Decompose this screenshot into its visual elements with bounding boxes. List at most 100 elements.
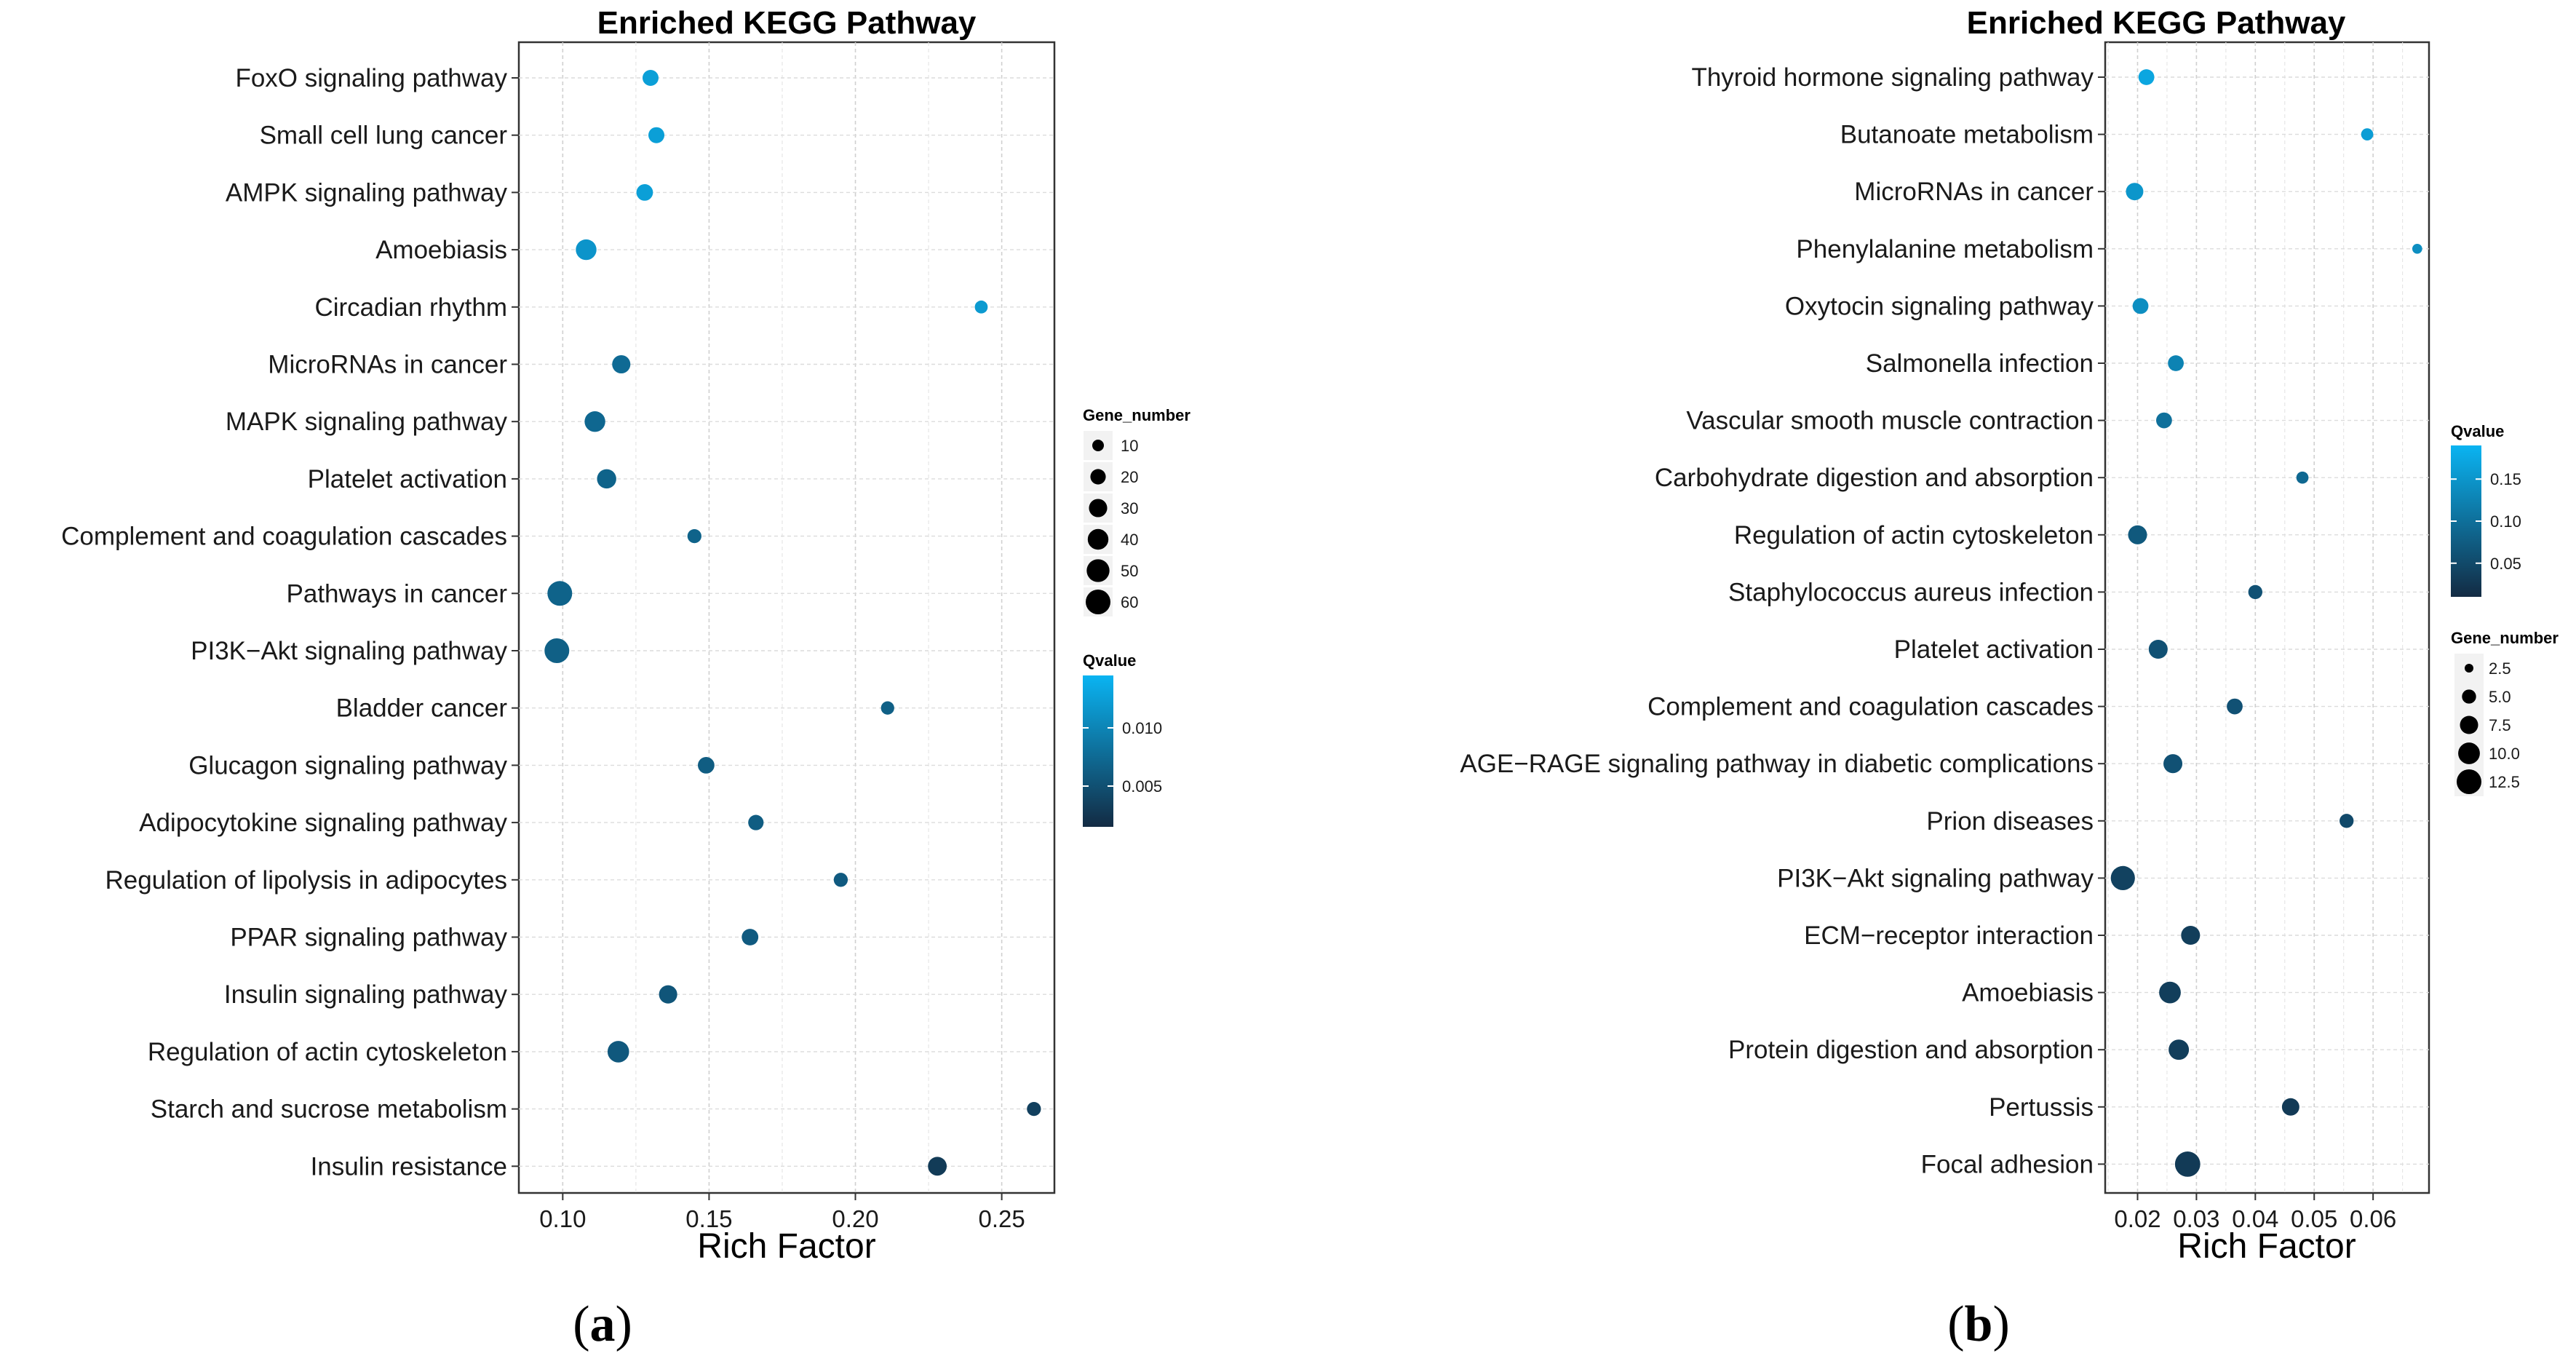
data-point: [880, 701, 894, 715]
category-label: Pathways in cancer: [287, 579, 508, 608]
x-tick-label: 0.15: [685, 1205, 732, 1232]
data-point: [742, 929, 759, 945]
category-label: Butanoate metabolism: [1840, 121, 2094, 149]
size-legend-label: 12.5: [2489, 773, 2520, 791]
color-legend-label: 0.05: [2490, 555, 2521, 573]
chart-title: Enriched KEGG Pathway: [597, 5, 977, 41]
category-label: Regulation of actin cytoskeleton: [1734, 521, 2094, 550]
size-legend-label: 40: [1121, 531, 1138, 549]
x-tick-label: 0.02: [2114, 1205, 2160, 1232]
color-legend-label: 0.005: [1122, 777, 1162, 796]
data-point: [544, 638, 570, 663]
chart-title: Enriched KEGG Pathway: [1967, 5, 2346, 41]
category-label: PPAR signaling pathway: [230, 924, 507, 952]
data-point: [659, 985, 677, 1004]
category-label: Salmonella infection: [1866, 349, 2094, 378]
category-label: Starch and sucrose metabolism: [151, 1095, 507, 1124]
data-point: [2168, 355, 2184, 371]
x-axis-label: Rich Factor: [697, 1227, 875, 1266]
data-point: [2138, 69, 2155, 85]
size-legend-label: 2.5: [2489, 659, 2511, 678]
color-legend-label: 0.15: [2490, 470, 2521, 488]
category-label: AMPK signaling pathway: [226, 178, 508, 207]
category-label: Platelet activation: [1894, 635, 2094, 664]
x-tick-label: 0.06: [2350, 1205, 2396, 1232]
data-point: [2174, 1151, 2201, 1177]
category-label: Thyroid hormone signaling pathway: [1691, 63, 2094, 92]
panel-letter: a: [590, 1296, 616, 1352]
x-tick-label: 0.04: [2232, 1205, 2278, 1232]
data-point: [2296, 471, 2309, 484]
x-tick-label: 0.10: [539, 1205, 586, 1232]
y-axis-categories: FoxO signaling pathway Small cell lung ca…: [61, 64, 507, 1181]
plot-area: [2104, 41, 2430, 1194]
category-label: Bladder cancer: [336, 694, 508, 723]
size-legend-dot: [2462, 689, 2476, 704]
category-label: Oxytocin signaling pathway: [1785, 292, 2094, 320]
size-legend-label: 30: [1121, 499, 1138, 518]
color-legend-label: 0.010: [1122, 719, 1162, 737]
data-point: [748, 814, 764, 830]
data-point: [1027, 1101, 1041, 1117]
category-label: PI3K−Akt signaling pathway: [1777, 864, 2094, 892]
chart-panel-a: Enriched KEGG Pathway FoxO signaling pat…: [61, 5, 1190, 1352]
category-label: Carbohydrate digestion and absorption: [1655, 464, 2094, 492]
data-point: [2126, 183, 2144, 201]
category-label: Adipocytokine signaling pathway: [139, 809, 507, 837]
data-point: [2148, 639, 2168, 659]
category-label: Phenylalanine metabolism: [1796, 235, 2094, 263]
category-label: Amoebiasis: [1962, 979, 2094, 1007]
data-point: [2159, 981, 2181, 1004]
data-point: [2361, 128, 2374, 140]
color-legend-label: 0.10: [2490, 512, 2521, 531]
data-point: [612, 354, 631, 374]
data-point: [2248, 584, 2263, 600]
chart-panel-b: Enriched KEGG Pathway Thyroid hormone si…: [1460, 5, 2559, 1352]
data-point: [2340, 814, 2354, 828]
category-label: Staphylococcus aureus infection: [1728, 578, 2094, 606]
size-legend-dot: [1090, 469, 1106, 485]
x-tick-label: 0.20: [832, 1205, 878, 1232]
data-point: [584, 411, 605, 432]
size-legend-dot: [1086, 590, 1110, 614]
size-legend-items: 2.5 5.0 7.5 10.0 12.5: [2454, 654, 2520, 796]
color-legend-ticks: 0.15 0.10 0.05: [2451, 470, 2521, 573]
size-legend-dot: [2465, 664, 2473, 673]
size-legend-label: 20: [1121, 468, 1138, 486]
panel-letter: b: [1965, 1296, 1993, 1352]
size-legend-title: Gene_number: [1083, 406, 1190, 424]
data-point: [697, 756, 715, 774]
data-point: [576, 239, 597, 261]
color-legend-title: Qvalue: [2451, 422, 2504, 440]
grid: [512, 42, 1054, 1193]
category-label: MicroRNAs in cancer: [268, 351, 507, 379]
color-legend-ticks: 0.010 0.005: [1083, 719, 1162, 796]
category-label: Protein digestion and absorption: [1728, 1036, 2094, 1064]
data-point: [607, 1041, 629, 1063]
data-point: [2156, 412, 2172, 429]
color-legend: Qvalue 0.15 0.10 0.05: [2451, 422, 2521, 597]
size-legend-label: 7.5: [2489, 716, 2511, 734]
category-label: ECM−receptor interaction: [1804, 921, 2094, 950]
data-point: [928, 1157, 947, 1176]
y-axis-categories: Thyroid hormone signaling pathway Butanoa…: [1460, 63, 2094, 1178]
data-point: [974, 300, 988, 314]
category-label: FoxO signaling pathway: [235, 64, 507, 92]
category-label: Complement and coagulation cascades: [1647, 693, 2094, 721]
size-legend-label: 5.0: [2489, 688, 2511, 706]
category-label: MicroRNAs in cancer: [1854, 178, 2094, 206]
category-label: Platelet activation: [308, 465, 507, 493]
category-label: Amoebiasis: [375, 236, 507, 264]
category-label: Insulin resistance: [311, 1152, 507, 1181]
data-point: [642, 69, 659, 87]
data-points: [2110, 69, 2422, 1177]
data-point: [2132, 298, 2149, 314]
category-label: Pertussis: [1989, 1093, 2094, 1122]
size-legend-label: 10: [1121, 437, 1138, 455]
data-point: [2128, 525, 2147, 544]
x-axis-label: Rich Factor: [2177, 1227, 2356, 1266]
category-label: AGE−RAGE signaling pathway in diabetic c…: [1460, 750, 2094, 778]
category-label: MAPK signaling pathway: [226, 408, 508, 436]
x-axis-ticks: 0.02 0.03 0.04 0.05 0.06: [2114, 1193, 2396, 1232]
